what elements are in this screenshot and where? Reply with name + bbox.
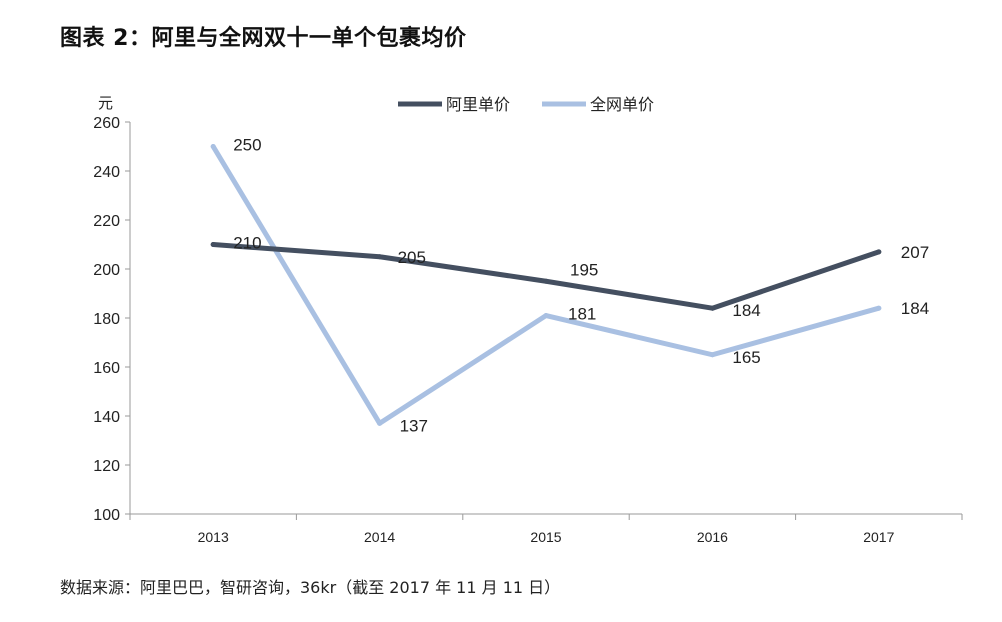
- series-line-ali: [210, 242, 882, 311]
- data-label: 137: [400, 416, 428, 435]
- chart-series: [210, 144, 882, 426]
- y-tick-label: 260: [93, 115, 120, 132]
- data-point: [377, 420, 383, 426]
- y-axis-unit: 元: [98, 94, 113, 112]
- chart-axes: 元 100 120 140 160 180 200 220 240 260 2013 2014 2015…: [93, 94, 963, 545]
- x-tick-label: 2015: [530, 529, 561, 545]
- data-label: 165: [732, 348, 760, 367]
- data-label: 195: [570, 260, 598, 279]
- data-point: [543, 278, 549, 284]
- data-label: 207: [901, 243, 929, 262]
- x-tick-label: 2017: [863, 529, 894, 545]
- data-label: 184: [901, 299, 929, 318]
- y-tick-label: 160: [93, 360, 120, 377]
- x-tick-label: 2014: [364, 529, 395, 545]
- y-tick-label: 200: [93, 262, 120, 279]
- data-point: [543, 313, 549, 319]
- data-point: [876, 305, 882, 311]
- data-source-note: 数据来源：阿里巴巴，智研咨询，36kr（截至 2017 年 11 月 11 日）: [60, 578, 561, 597]
- data-label: 210: [233, 234, 261, 253]
- data-point: [876, 249, 882, 255]
- data-label: 181: [568, 305, 596, 324]
- y-tick-label: 220: [93, 213, 120, 230]
- y-tick-label: 120: [93, 458, 120, 475]
- x-tick-label: 2016: [697, 529, 728, 545]
- data-point: [210, 242, 216, 247]
- chart-title: 图表 2：阿里与全网双十一单个包裹均价: [60, 26, 467, 51]
- data-label: 205: [398, 248, 426, 267]
- data-label: 184: [732, 301, 760, 320]
- data-point: [709, 352, 715, 358]
- y-tick-label: 100: [93, 507, 120, 524]
- data-point: [210, 144, 216, 149]
- y-tick-label: 240: [93, 164, 120, 181]
- data-label: 250: [233, 136, 261, 155]
- chart-data-labels: 210 205 195 184 207 250 137 181 165 184: [233, 136, 929, 436]
- data-point: [709, 305, 715, 311]
- chart-legend: 阿里单价 全网单价: [398, 95, 654, 114]
- legend-label: 阿里单价: [446, 95, 510, 114]
- data-point: [377, 254, 383, 260]
- legend-label: 全网单价: [590, 95, 654, 114]
- y-tick-label: 180: [93, 311, 120, 328]
- x-tick-label: 2013: [198, 529, 229, 545]
- y-tick-label: 140: [93, 409, 120, 426]
